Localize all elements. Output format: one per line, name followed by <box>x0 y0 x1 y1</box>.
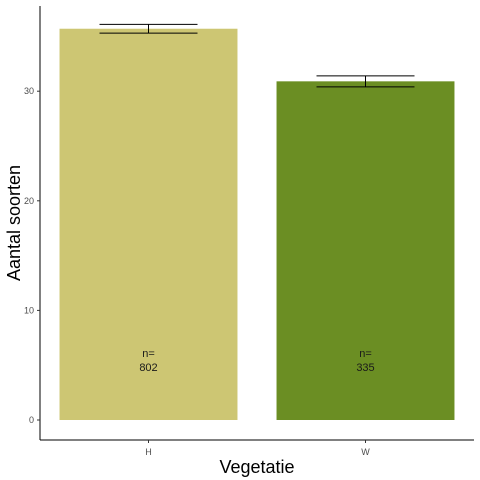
x-axis-title: Vegetatie <box>219 457 294 477</box>
y-axis-title: Aantal soorten <box>4 165 24 281</box>
y-tick-label: 20 <box>24 196 34 206</box>
y-axis-ticks: 0 10 20 30 <box>24 86 40 425</box>
x-tick-label: W <box>361 447 370 457</box>
bar-annotations-group: n= 802 n= 335 <box>139 348 374 374</box>
bar-annotation-label: n= <box>142 348 155 360</box>
y-tick-label: 30 <box>24 86 34 96</box>
error-bar-W <box>316 75 415 88</box>
y-tick-label: 0 <box>29 415 34 425</box>
bar-annotation-label: n= <box>359 348 372 360</box>
bar-annotation-count: 335 <box>356 362 374 374</box>
x-tick-label: H <box>145 447 152 457</box>
bar-annotation-count: 802 <box>139 362 157 374</box>
bar-W <box>276 81 455 420</box>
error-bar-H <box>99 23 198 34</box>
bar-H <box>59 28 238 421</box>
y-tick-label: 10 <box>24 305 34 315</box>
bars-group <box>59 28 455 421</box>
error-bars-group <box>99 23 415 88</box>
